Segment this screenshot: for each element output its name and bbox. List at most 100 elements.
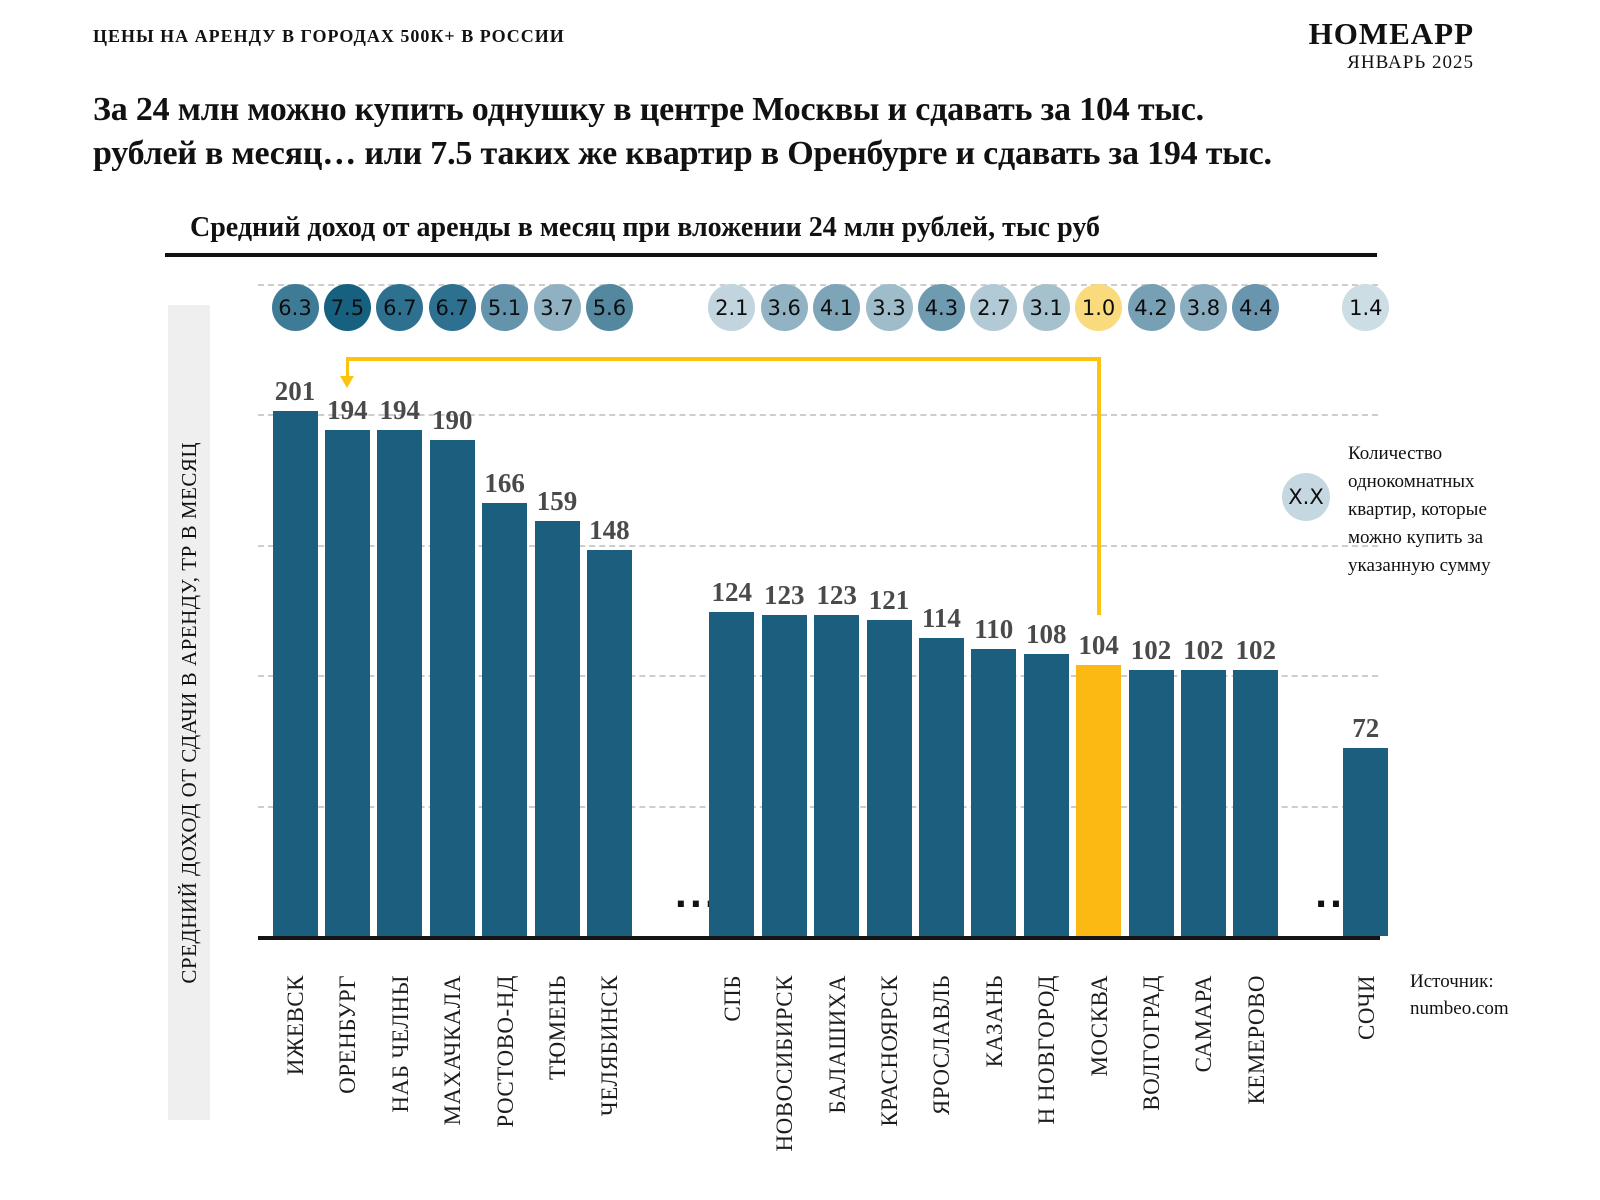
- brand-logo: HOMEAPP: [1308, 16, 1474, 51]
- bar-value-label: 201: [274, 376, 316, 407]
- x-axis-label-ярославль: ЯРОСЛАВЛЬ: [929, 975, 955, 1116]
- bar-value-label: 194: [327, 394, 368, 425]
- x-axis-label-махачкала: МАХАЧКАЛА: [440, 975, 466, 1126]
- gridline-250: [258, 283, 1378, 286]
- x-axis-label-волгоград: ВОЛГОГРАД: [1139, 975, 1164, 1111]
- apartments-count-circle: 6.3: [271, 284, 319, 331]
- x-axis-label-наб челны: НАБ ЧЕЛНЫ: [387, 975, 413, 1113]
- bar-новосибирск: [761, 614, 807, 936]
- x-axis-label-красноярск: КРАСНОЯРСК: [877, 975, 902, 1127]
- bar-value-label: 123: [763, 579, 805, 610]
- apartments-count-circle: 1.0: [1075, 284, 1123, 331]
- x-axis-label-балашиха: БАЛАШИХА: [824, 975, 850, 1114]
- apartments-count-circle: 2.7: [970, 284, 1018, 331]
- legend-text: Количество однокомнатных квартир, которы…: [1348, 443, 1491, 576]
- bar-value-label: 108: [1025, 619, 1067, 650]
- bar-балашиха: [814, 614, 860, 936]
- x-axis-label-кемерово: КЕМЕРОВО: [1243, 975, 1269, 1105]
- bar-value-label: 121: [868, 585, 910, 616]
- apartments-count-circle: 6.7: [376, 284, 424, 331]
- x-axis-label-новосибирск: НОВОСИБИРСК: [772, 975, 798, 1152]
- bar-махачкала: [429, 440, 475, 936]
- bar-value-label: 102: [1130, 634, 1172, 665]
- bar-сочи: [1343, 748, 1389, 936]
- apartments-count-circle: 1.4: [1342, 284, 1390, 331]
- bar-value-label: 148: [589, 514, 630, 545]
- arrow-horizontal-segment: [347, 357, 1101, 361]
- x-axis-label-сочи: СОЧИ: [1353, 975, 1379, 1040]
- bar-value-label: 166: [484, 467, 525, 498]
- apartments-count-circle: 4.2: [1127, 284, 1175, 331]
- x-axis-label-оренбург: ОРЕНБУРГ: [335, 975, 361, 1094]
- bar-value-label: 124: [711, 577, 753, 608]
- legend-circle-icon: X.X: [1282, 473, 1330, 521]
- bar-value-label: 104: [1078, 629, 1119, 660]
- apartments-count-circle: 3.6: [760, 284, 808, 331]
- arrow-vertical-segment: [1097, 357, 1101, 615]
- apartments-count-circle: 7.5: [323, 284, 371, 331]
- source-note: Источник: numbeo.com: [1410, 968, 1509, 1022]
- apartments-count-circle: 5.6: [585, 284, 633, 331]
- gridline-150: [258, 544, 1378, 547]
- apartments-count-circle: 3.3: [865, 284, 913, 331]
- apartments-count-circle: 3.8: [1179, 284, 1227, 331]
- apartments-count-circle: 2.1: [708, 284, 756, 331]
- bar-value-label: 159: [536, 486, 578, 516]
- chart-title: Средний доход от аренды в месяц при влож…: [190, 212, 1100, 243]
- bar-оренбург: [324, 429, 370, 936]
- bar-красноярск: [866, 620, 912, 936]
- x-axis-label-ростово-нд: РОСТОВО-НД: [492, 975, 518, 1128]
- bar-value-label: 110: [974, 613, 1014, 644]
- y-axis-band: СРЕДНИЙ ДОХОД ОТ СДАЧИ В АРЕНДУ, ТР В МЕ…: [168, 305, 210, 1120]
- apartments-count-circle: 3.1: [1022, 284, 1070, 331]
- bar-value-label: 123: [816, 579, 857, 610]
- bar-value-label: 114: [921, 603, 961, 634]
- x-axis-label-казань: КАЗАНЬ: [981, 975, 1007, 1068]
- x-axis-label-москва: МОСКВА: [1086, 975, 1112, 1077]
- apartments-count-circle: 4.3: [917, 284, 965, 331]
- apartments-count-circle: 5.1: [481, 284, 529, 331]
- x-axis-label-челябинск: ЧЕЛЯБИНСК: [597, 975, 623, 1117]
- apartments-count-circle: 6.7: [428, 284, 476, 331]
- bar-value-label: 194: [379, 394, 421, 425]
- bar-спб: [709, 612, 755, 936]
- arrow-head-icon: [340, 376, 355, 388]
- headline-line-2: рублей в месяц… или 7.5 таких же квартир…: [93, 135, 1272, 172]
- bar-волгоград: [1128, 669, 1174, 936]
- bar-value-label: 102: [1235, 634, 1277, 665]
- bar-н новгород: [1023, 654, 1069, 936]
- bar-ярославль: [918, 638, 964, 936]
- apartments-count-circle: 4.4: [1232, 284, 1280, 331]
- bar-тюмень: [534, 521, 580, 936]
- bar-наб челны: [377, 429, 423, 936]
- x-axis-line: [258, 936, 1380, 940]
- bar-value-label: 190: [431, 405, 473, 436]
- x-axis-label-спб: СПБ: [719, 975, 745, 1022]
- bar-москва: [1076, 664, 1122, 936]
- x-axis-label-н новгород: Н НОВГОРОД: [1034, 975, 1060, 1125]
- bar-самара: [1180, 669, 1226, 936]
- bar-челябинск: [586, 549, 632, 936]
- x-axis-label-самара: САМАРА: [1191, 975, 1217, 1073]
- bar-ростово-нд: [482, 502, 528, 936]
- source-site: numbeo.com: [1410, 998, 1509, 1019]
- headline: За 24 млн можно купить однушку в центре …: [93, 88, 1533, 176]
- source-label: Источник:: [1410, 971, 1494, 992]
- x-axis-label-тюмень: ТЮМЕНЬ: [545, 975, 570, 1081]
- apartments-count-circle: 4.1: [813, 284, 861, 331]
- bar-ижевск: [272, 411, 318, 936]
- apartments-count-circle: 3.7: [533, 284, 581, 331]
- chart-title-underline: [165, 253, 1377, 257]
- gridline-200: [258, 414, 1378, 416]
- bar-казань: [971, 648, 1017, 936]
- issue-date: ЯНВАРЬ 2025: [1347, 52, 1474, 73]
- bar-value-label: 102: [1183, 634, 1224, 665]
- arrow-drop-segment: [345, 357, 350, 377]
- bar-value-label: 72: [1352, 713, 1380, 744]
- x-axis-label-ижевск: ИЖЕВСК: [283, 975, 308, 1076]
- page-tagline: ЦЕНЫ НА АРЕНДУ В ГОРОДАХ 500К+ В РОССИИ: [93, 26, 565, 46]
- bar-кемерово: [1233, 669, 1279, 936]
- headline-line-1: За 24 млн можно купить однушку в центре …: [93, 91, 1204, 128]
